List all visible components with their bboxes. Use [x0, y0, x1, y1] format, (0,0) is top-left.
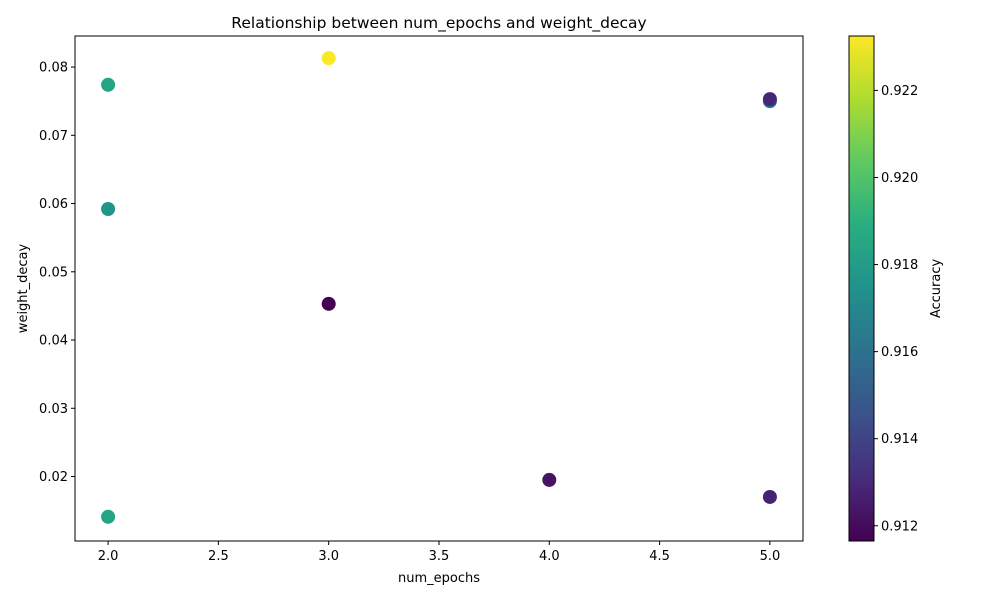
colorbar-tick-label: 0.918	[881, 258, 918, 273]
data-point-4	[321, 51, 336, 66]
x-tick-label: 2.5	[208, 549, 229, 564]
colorbar-tick-label: 0.916	[881, 345, 918, 360]
colorbar-label: Accuracy	[929, 259, 944, 319]
data-point-5	[321, 296, 336, 311]
y-tick-label: 0.03	[39, 402, 68, 417]
colorbar-tick-label: 0.922	[881, 84, 918, 99]
y-axis-label: weight_decay	[16, 244, 31, 334]
data-point-6	[542, 472, 557, 487]
y-axis: 0.02 0.03 0.04 0.05 0.06 0.07 0.08	[39, 61, 75, 485]
data-point-9	[762, 489, 777, 504]
x-tick-label: 4.0	[539, 549, 560, 564]
x-tick-label: 3.5	[429, 549, 450, 564]
y-tick-label: 0.08	[39, 61, 68, 76]
y-tick-label: 0.05	[39, 265, 68, 280]
y-tick-label: 0.07	[39, 129, 68, 144]
colorbar-axis: 0.912 0.914 0.916 0.918 0.920 0.922	[874, 84, 918, 534]
y-tick-label: 0.04	[39, 334, 68, 349]
plot-frame	[74, 35, 804, 542]
x-tick-label: 5.0	[760, 549, 781, 564]
data-point-2	[101, 201, 116, 216]
colorbar-tick-label: 0.920	[881, 171, 918, 186]
colorbar-tick-label: 0.914	[881, 432, 918, 447]
data-point-3	[101, 509, 116, 524]
colorbar-tick-label: 0.912	[881, 519, 918, 534]
x-axis: 2.0 2.5 3.0 3.5 4.0 4.5 5.0	[98, 541, 781, 564]
chart-title: Relationship between num_epochs and weig…	[231, 14, 646, 33]
y-tick-label: 0.02	[39, 470, 68, 485]
points-layer	[101, 51, 777, 524]
data-point-1	[101, 77, 116, 92]
colorbar	[848, 35, 875, 542]
x-tick-label: 4.5	[649, 549, 670, 564]
x-tick-label: 3.0	[318, 549, 339, 564]
x-axis-label: num_epochs	[398, 571, 480, 586]
x-tick-label: 2.0	[98, 549, 119, 564]
data-point-8	[762, 92, 777, 107]
y-tick-label: 0.06	[39, 197, 68, 212]
